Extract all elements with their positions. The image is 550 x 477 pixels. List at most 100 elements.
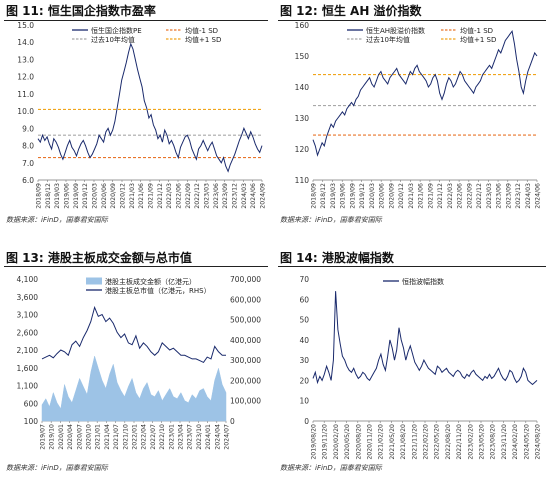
fig1-x-tick-label: 2021/06: [418, 183, 425, 209]
fig2-x-tick-label: 2019/10: [49, 424, 56, 450]
fig0-x-tick-label: 2024/06: [250, 183, 257, 209]
fig1-x-tick-label: 2023/06: [496, 183, 503, 209]
fig2-x-tick-label: 2021/01: [95, 424, 102, 450]
fig0-x-tick-label: 2022/09: [185, 183, 192, 209]
fig2-legend-label: 港股主板成交金额（亿港元）: [105, 277, 196, 286]
fig2-y-right-tick-label: 200,000: [230, 376, 261, 385]
fig1-x-tick-label: 2020/09: [388, 183, 395, 209]
fig0-x-tick-label: 2021/12: [157, 183, 164, 209]
figure-11-rule: [4, 20, 268, 21]
fig1-x-tick-label: 2020/12: [398, 183, 405, 209]
fig3-y-tick-label: 40: [299, 336, 309, 345]
fig3-x-tick-label: 2020/02/20: [333, 424, 340, 460]
fig2-y-tick-label: 1,100: [17, 382, 39, 391]
fig1-x-tick-label: 2024/03: [525, 183, 532, 209]
fig0-y-tick-label: 11.0: [17, 90, 34, 99]
figure-13-title: 图 13: 港股主板成交金额与总市值: [6, 251, 192, 265]
figure-11-title: 图 11: 恒生国企指数市盈率: [6, 4, 156, 18]
figure-14-chart: 0 10 20 30 40 50 60 70 2019/08/20 2019/11/20 2020/…: [299, 275, 542, 460]
fig3-y-tick-label: 0: [304, 417, 309, 426]
fig1-x-tick-label: 2019/12: [359, 183, 366, 209]
fig3-x-tick-label: 2024/08/20: [535, 424, 542, 460]
fig0-y-tick-label: 6.0: [22, 176, 34, 185]
fig2-x-tick-label: 2024/04: [214, 424, 221, 450]
fig2-x-tick-label: 2021/10: [122, 424, 129, 450]
fig0-x-tick-label: 2019/12: [82, 183, 89, 209]
fig0-x-tick-label: 2018/09: [36, 183, 43, 209]
figure-14-title: 图 14: 港股波幅指数: [280, 251, 394, 265]
fig0-x-tick-label: 2022/03: [166, 183, 173, 209]
fig0-x-tick-label: 2020/09: [110, 183, 117, 209]
fig1-legend-label: 过去10年均值: [366, 35, 410, 44]
fig2-x-tick-label: 2022/01: [132, 424, 139, 450]
fig3-y-tick-label: 20: [299, 376, 309, 385]
fig0-x-tick-label: 2020/12: [120, 183, 127, 209]
fig2-market-cap-line: [41, 305, 226, 364]
fig1-x-tick-label: 2023/03: [486, 183, 493, 209]
fig2-x-tick-label: 2020/04: [67, 424, 74, 450]
fig3-y-tick-label: 10: [299, 397, 309, 406]
fig0-x-tick-label: 2021/03: [129, 183, 136, 209]
fig2-x-tick-label: 2022/07: [150, 424, 157, 450]
fig2-y-right-tick-label: 300,000: [230, 356, 261, 365]
fig3-x-tick-label: 2021/08/20: [400, 424, 407, 460]
fig2-y-tick-label: 4,100: [17, 275, 39, 284]
fig0-x-tick-label: 2018/12: [45, 183, 52, 209]
fig2-x-tick-label: 2023/07: [187, 424, 194, 450]
fig2-legend-swatch: [86, 277, 102, 285]
figure-11-source: 数据来源：iFinD，国泰君安国际: [6, 216, 108, 224]
fig2-y-tick-label: 2,100: [17, 346, 39, 355]
fig2-y-right-tick-label: 700,000: [230, 275, 261, 284]
fig3-x-tick-label: 2023/08/20: [490, 424, 497, 460]
fig2-x-tick-label: 2020/07: [76, 424, 83, 450]
figure-14-source: 数据来源：iFinD，国泰君安国际: [280, 464, 382, 472]
fig2-x-tick-label: 2023/04: [178, 424, 185, 450]
fig3-x-tick-label: 2022/11/20: [456, 424, 463, 460]
figure-13-rule: [4, 266, 268, 267]
fig3-x-tick-label: 2024/02/20: [512, 424, 519, 460]
fig0-x-tick-label: 2019/03: [54, 183, 61, 209]
fig1-x-tick-label: 2022/09: [466, 183, 473, 209]
figure-12-title: 图 12: 恒生 AH 溢价指数: [280, 4, 422, 18]
fig3-x-tick-label: 2022/05/20: [434, 424, 441, 460]
fig0-x-tick-label: 2024/09: [260, 183, 267, 209]
fig3-x-tick-label: 2019/08/20: [311, 424, 318, 460]
fig3-y-tick-label: 50: [299, 316, 309, 325]
fig0-series-line: [37, 42, 263, 173]
fig2-x-tick-label: 2022/10: [159, 424, 166, 450]
fig3-x-tick-label: 2021/11/20: [411, 424, 418, 460]
fig3-x-tick-label: 2023/05/20: [479, 424, 486, 460]
fig3-x-tick-label: 2022/02/20: [423, 424, 430, 460]
fig3-y-tick-label: 70: [299, 275, 309, 284]
fig2-y-tick-label: 2,600: [17, 328, 39, 337]
fig2-x-tick-label: 2024/07: [224, 424, 231, 450]
fig2-y-right-tick-label: 100,000: [230, 397, 261, 406]
fig3-legend-label: 恒指波幅指数: [402, 277, 444, 286]
fig1-y-tick-label: 150: [295, 52, 310, 61]
fig1-legend-label: 恒生AH股溢价指数: [366, 26, 425, 35]
fig2-y-tick-label: 1,600: [17, 364, 39, 373]
fig1-x-tick-label: 2019/03: [330, 183, 337, 209]
fig3-x-tick-label: 2022/08/20: [445, 424, 452, 460]
fig2-turnover-area: [41, 355, 227, 422]
fig0-y-tick-label: 9.0: [22, 124, 34, 133]
fig2-y-right-tick-label: 600,000: [230, 295, 261, 304]
fig2-y-tick-label: 600: [24, 399, 39, 408]
fig0-x-tick-label: 2022/12: [194, 183, 201, 209]
fig3-x-tick-label: 2023/02/20: [467, 424, 474, 460]
fig3-x-tick-label: 2024/05/20: [523, 424, 530, 460]
fig3-x-tick-label: 2019/11/20: [322, 424, 329, 460]
fig0-x-tick-label: 2024/03: [241, 183, 248, 209]
figure-11-chart: 6.0 7.0 8.0 9.0 10.0 11.0 12.0 13.0 14.0 15.0 2018…: [17, 21, 267, 209]
fig1-x-tick-label: 2021/09: [427, 183, 434, 209]
fig1-y-tick-label: 120: [295, 145, 310, 154]
fig2-y-tick-label: 3,100: [17, 311, 39, 320]
figure-13-chart: 100 600 1,100 1,600 2,100 2,600 3,100 3,600 4,10…: [17, 275, 262, 450]
fig0-y-tick-label: 12.0: [17, 73, 34, 82]
fig1-x-tick-label: 2023/12: [515, 183, 522, 209]
fig2-x-tick-label: 2021/07: [113, 424, 120, 450]
fig1-y-tick-label: 140: [295, 83, 310, 92]
fig1-series-line: [312, 29, 538, 157]
fig2-x-tick-label: 2022/04: [141, 424, 148, 450]
